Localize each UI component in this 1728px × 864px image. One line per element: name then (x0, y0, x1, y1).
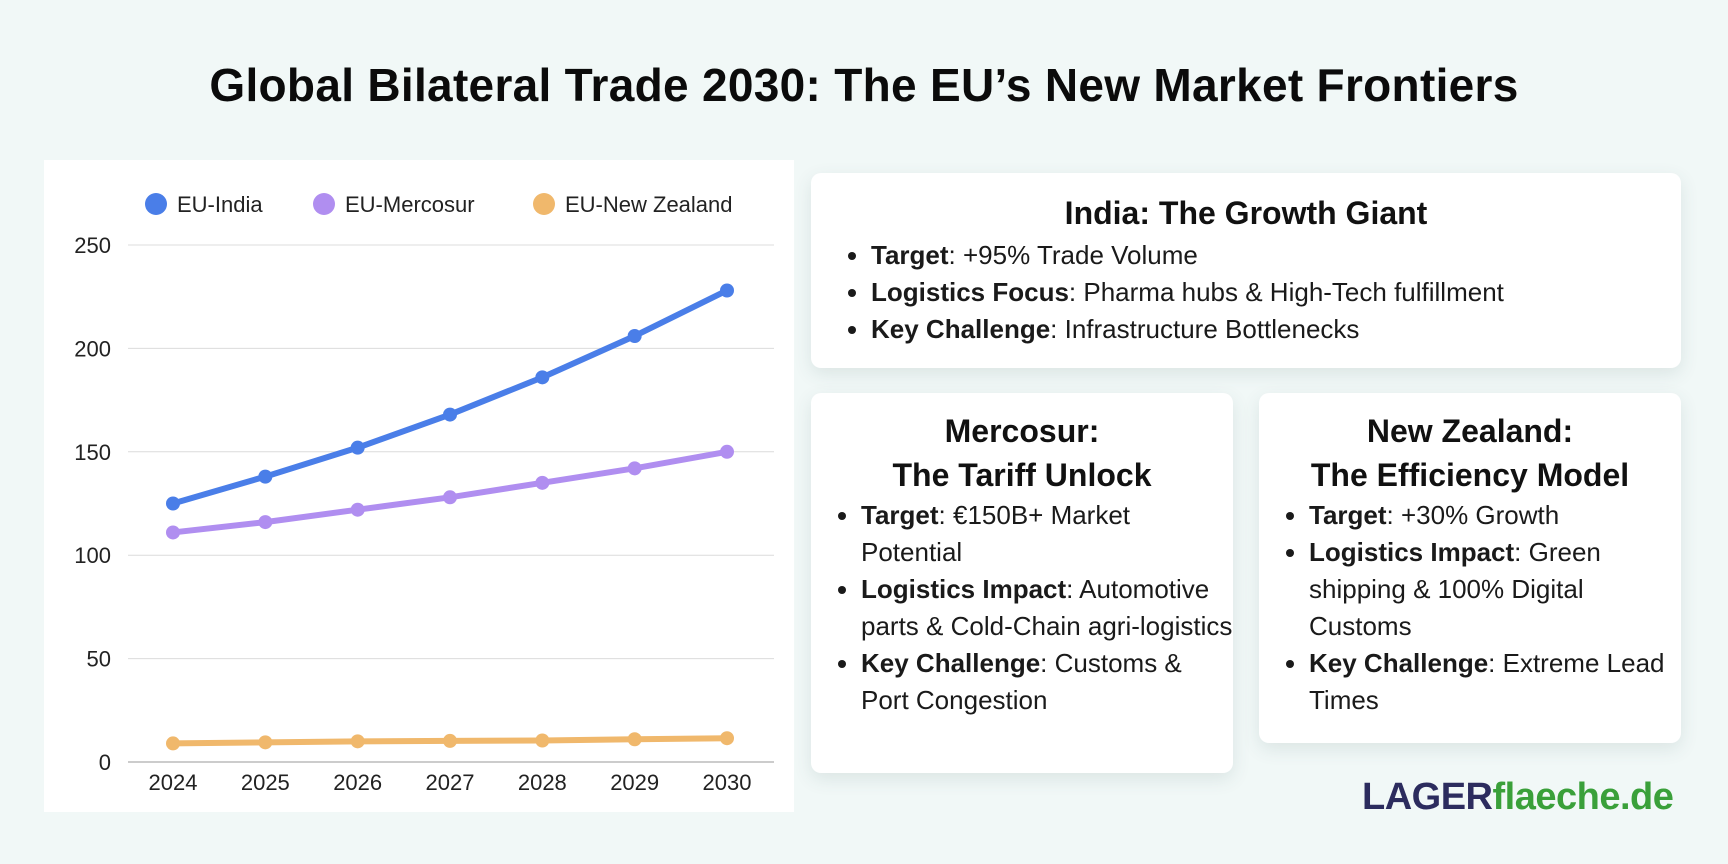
bullet-label: Key Challenge (861, 648, 1041, 678)
legend-label: EU-India (177, 192, 263, 217)
list-item: Key Challenge: Customs & Port Congestion (861, 645, 1233, 719)
new-zealand-card-title: New Zealand: The Efficiency Model (1259, 409, 1681, 497)
bullet-text: : Automotive parts & Cold-Chain agri-log… (861, 574, 1233, 641)
data-point (258, 735, 273, 750)
bullet-text: : Pharma hubs & High-Tech fulfillment (1068, 277, 1504, 307)
y-tick-label: 50 (87, 647, 111, 672)
list-item: Target: €150B+ Market Potential (861, 497, 1233, 571)
list-item: Logistics Impact: Automotive parts & Col… (861, 571, 1233, 645)
bullet-text: : Customs & Port Congestion (861, 648, 1182, 715)
india-card: India: The Growth Giant Target: +95% Tra… (811, 173, 1681, 368)
page-title: Global Bilateral Trade 2030: The EU’s Ne… (209, 59, 1519, 111)
bullet-label: Key Challenge (871, 314, 1051, 344)
bullet-label: Logistics Impact (1309, 537, 1515, 567)
y-tick-label: 150 (74, 440, 111, 465)
data-point (720, 283, 734, 298)
bullet-text: : Infrastructure Bottlenecks (1050, 314, 1360, 344)
bullet-label: Target (861, 500, 939, 530)
data-point (627, 732, 642, 747)
data-point (350, 734, 365, 749)
bullet-label: Key Challenge (1309, 648, 1489, 678)
x-tick-label: 2026 (333, 770, 382, 795)
bullet-text: : Green shipping & 100% Digital Customs (1309, 537, 1601, 641)
data-point (258, 469, 273, 484)
new-zealand-bullet-list: Target: +30% Growth Logistics Impact: Gr… (1259, 497, 1681, 719)
title-line: New Zealand: (1366, 413, 1574, 449)
bullet-label: Logistics Focus (871, 277, 1069, 307)
logo-part-flaeche: flaeche.de (1492, 776, 1674, 818)
title-line: The Efficiency Model (1310, 457, 1630, 493)
list-item: Logistics Focus: Pharma hubs & High-Tech… (871, 274, 1681, 311)
data-point (627, 328, 642, 343)
bullet-label: Target (1309, 500, 1387, 530)
title-line: The Tariff Unlock (892, 457, 1152, 493)
bullet-text: : €150B+ Market Potential (861, 500, 1131, 567)
data-point (166, 736, 180, 751)
mercosur-bullet-list: Target: €150B+ Market Potential Logistic… (811, 497, 1233, 719)
x-tick-label: 2028 (518, 770, 567, 795)
mercosur-card-title: Mercosur: The Tariff Unlock (811, 409, 1233, 497)
list-item: Logistics Impact: Green shipping & 100% … (1309, 534, 1681, 645)
list-item: Target: +30% Growth (1309, 497, 1681, 534)
bullet-label: Target (871, 240, 949, 270)
logo-part-lager: LAGER (1362, 776, 1493, 818)
data-point (627, 461, 642, 476)
data-point (350, 440, 365, 455)
title-line: Mercosur: (944, 413, 1100, 449)
legend-marker (533, 193, 555, 215)
bullet-label: Logistics Impact (861, 574, 1067, 604)
legend-marker (313, 193, 335, 215)
brand-logo: LAGERflaeche.de (1362, 776, 1674, 819)
bullet-text: : +30% Growth (1386, 500, 1560, 530)
data-point (443, 490, 457, 505)
x-tick-label: 2027 (426, 770, 475, 795)
data-point (166, 496, 180, 511)
data-point (535, 370, 550, 385)
y-tick-label: 200 (74, 336, 111, 361)
y-tick-label: 250 (74, 233, 111, 258)
legend-marker (145, 193, 167, 215)
india-card-title: India: The Growth Giant (1064, 195, 1428, 231)
data-point (535, 733, 550, 748)
data-point (720, 731, 734, 746)
mercosur-card: Mercosur: The Tariff Unlock Target: €150… (811, 393, 1233, 773)
data-point (443, 407, 457, 422)
bullet-text: : Extreme Lead Times (1309, 648, 1665, 715)
list-item: Target: +95% Trade Volume (871, 237, 1681, 274)
x-tick-label: 2025 (241, 770, 290, 795)
x-tick-label: 2029 (610, 770, 659, 795)
trade-chart: 0 50 100 150 200 250 2024 2025 2026 2027 2028 2029 2… (44, 160, 794, 812)
line-chart-svg: 0 50 100 150 200 250 2024 2025 2026 2027 2028 2029 2… (74, 192, 774, 795)
list-item: Key Challenge: Extreme Lead Times (1309, 645, 1681, 719)
data-point (443, 733, 457, 748)
legend-label: EU-Mercosur (345, 192, 475, 217)
list-item: Key Challenge: Infrastructure Bottleneck… (871, 311, 1681, 348)
data-point (535, 475, 550, 490)
legend-label: EU-New Zealand (565, 192, 733, 217)
x-tick-label: 2024 (149, 770, 198, 795)
series-line (170, 287, 730, 507)
x-tick-label: 2030 (703, 770, 752, 795)
data-point (166, 525, 180, 540)
india-bullet-list: Target: +95% Trade Volume Logistics Focu… (811, 237, 1681, 348)
data-point (350, 502, 365, 517)
bullet-text: : +95% Trade Volume (948, 240, 1198, 270)
new-zealand-card: New Zealand: The Efficiency Model Target… (1259, 393, 1681, 743)
y-tick-label: 0 (99, 750, 111, 775)
y-tick-label: 100 (74, 543, 111, 568)
data-point (720, 444, 734, 459)
data-point (258, 515, 273, 530)
